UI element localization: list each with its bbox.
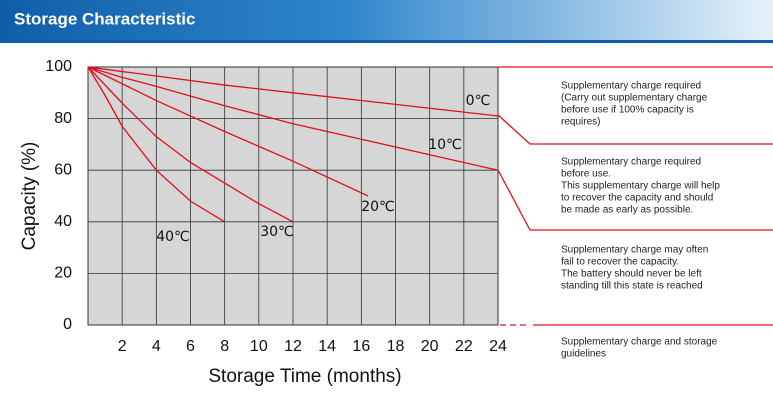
x-tick-label: 10 — [250, 338, 268, 355]
y-tick-label: 40 — [54, 213, 72, 230]
series-label: 0℃ — [466, 93, 491, 109]
note-text: be made as early as possible. — [561, 205, 693, 216]
note-text: fail to recover the capacity. — [561, 257, 679, 268]
note-text: Supplementary charge required — [561, 157, 701, 168]
note-dividers — [497, 66, 773, 326]
note-text: (Carry out supplementary charge — [561, 93, 708, 104]
series-line — [87, 66, 369, 197]
note-text: This supplementary charge will help — [561, 181, 720, 192]
y-tick-label: 0 — [63, 316, 72, 333]
note-text: guidelines — [561, 349, 606, 360]
x-tick-label: 12 — [284, 338, 302, 355]
series-line — [87, 66, 226, 223]
header-rule — [0, 40, 773, 43]
series-line — [87, 66, 294, 223]
y-tick-label: 20 — [54, 265, 72, 282]
plot-border — [87, 66, 499, 326]
x-tick-label: 2 — [118, 338, 127, 355]
y-tick-label: 80 — [54, 110, 72, 127]
chart-title: Storage Characteristic — [14, 9, 195, 28]
y-axis-label: Capacity (%) — [19, 142, 40, 251]
note-text: requires) — [561, 117, 600, 128]
series-label: 30℃ — [260, 224, 294, 240]
x-tick-label: 16 — [352, 338, 370, 355]
x-axis-label: Storage Time (months) — [208, 366, 401, 387]
header-band — [0, 0, 773, 40]
series-label: 10℃ — [428, 137, 462, 153]
note-text: standing till this state is reached — [561, 281, 703, 292]
note-text: before use. — [561, 169, 611, 180]
x-tick-label: 8 — [220, 338, 229, 355]
note-text: before use if 100% capacity is — [561, 105, 694, 116]
x-tick-label: 20 — [421, 338, 439, 355]
y-tick-label: 60 — [54, 161, 72, 178]
x-tick-label: 6 — [186, 338, 195, 355]
note-text: The battery should never be left — [561, 269, 702, 280]
series-line — [87, 66, 499, 171]
x-tick-label: 22 — [455, 338, 473, 355]
series-label: 40℃ — [156, 229, 190, 245]
x-tick-label: 18 — [387, 338, 405, 355]
series-label: 20℃ — [361, 199, 395, 215]
series-line — [87, 66, 499, 117]
note-text: Supplementary charge may often — [561, 245, 708, 256]
x-tick-label: 24 — [489, 338, 507, 355]
note-text: to recover the capacity and should — [561, 193, 713, 204]
x-tick-label: 14 — [318, 338, 336, 355]
note-text: Supplementary charge and storage — [561, 337, 718, 348]
x-tick-label: 4 — [152, 338, 161, 355]
note-text: Supplementary charge required — [561, 81, 701, 92]
y-tick-label: 100 — [45, 58, 72, 75]
